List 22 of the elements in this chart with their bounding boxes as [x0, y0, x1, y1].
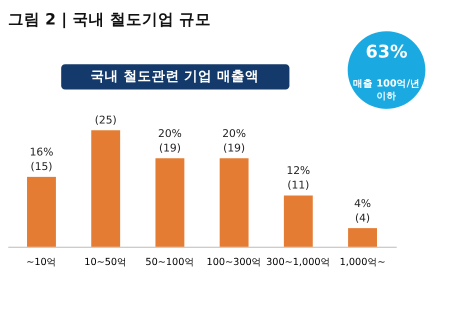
- data-label: 20% (19): [158, 126, 182, 154]
- x-tick-label: 50~100억: [145, 256, 194, 268]
- chart-subtitle: 국내 철도관련 기업 매출액: [90, 68, 259, 85]
- bar: [284, 196, 313, 247]
- bar: [348, 228, 377, 247]
- data-label: 20% (19): [222, 126, 246, 154]
- text: 매출 100억/년 이하: [352, 78, 420, 102]
- chart-title: 그림 2 | 국내 철도기업 규모: [8, 10, 212, 28]
- x-tick-label: 100~300억: [206, 256, 262, 268]
- bar: [91, 130, 120, 247]
- data-label: 16% (15): [30, 146, 54, 174]
- text: 63%: [366, 42, 408, 62]
- bar: [27, 176, 56, 247]
- bar: [220, 158, 249, 247]
- data-label: (25): [94, 113, 117, 126]
- data-label: 4% (4): [354, 196, 372, 224]
- x-tick-label: 1,000억~: [340, 256, 386, 268]
- bar: [155, 158, 184, 247]
- x-tick-label: 300~1,000억: [266, 256, 331, 268]
- x-tick-label: 10~50억: [84, 256, 128, 268]
- data-label: 12% (11): [286, 164, 310, 192]
- x-tick-label: ~10억: [26, 256, 57, 268]
